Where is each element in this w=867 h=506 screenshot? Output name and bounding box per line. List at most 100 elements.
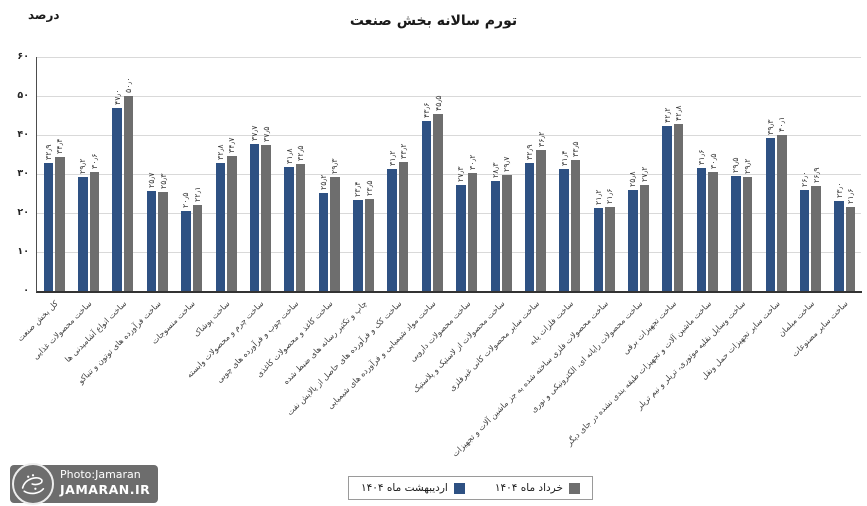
y-tick-label: ۳۰ [17, 168, 29, 179]
bar-series2-cat23 [811, 186, 821, 291]
bar-value-label: ۲۵٫۷ [147, 172, 157, 188]
bar-value-label: ۳۰٫۵ [708, 153, 718, 170]
bar-value-label: ۳۰٫۲ [467, 154, 477, 171]
bar-value-label: ۳۱٫۸ [284, 148, 294, 164]
bar-series1-cat21 [731, 175, 741, 291]
bar-series2-cat1 [55, 156, 65, 291]
y-tick-label: ۲۰ [17, 207, 29, 218]
bar-series1-cat6 [215, 163, 226, 291]
bar-series1-cat5 [181, 211, 191, 291]
bar-value-label: ۳۰٫۶ [89, 153, 99, 169]
bar-value-label: ۲۵٫۳ [158, 173, 168, 190]
bar-value-label: ۴۷٫۰ [112, 89, 122, 105]
bar-series2-cat9 [330, 176, 340, 291]
legend-marker-icon [453, 482, 465, 494]
bar-series1-cat24 [834, 201, 844, 291]
gridline [36, 252, 861, 253]
bar-series2-cat24 [845, 206, 856, 291]
bar-series2-cat11 [398, 161, 409, 291]
bar-series2-cat21 [742, 177, 753, 291]
bar-series1-cat1 [43, 162, 54, 291]
legend-label: اردیبهشت ماه ۱۴۰۴ [361, 482, 448, 494]
bar-value-label: ۲۳٫۴ [353, 181, 363, 197]
bar-series1-cat19 [662, 126, 672, 291]
bar-value-label: ۲۵٫۸ [628, 171, 638, 188]
gridline [36, 96, 861, 97]
y-tick-label: ۴۰ [17, 129, 29, 140]
bar-series2-cat22 [777, 134, 787, 291]
bar-value-label: ۴۲٫۸ [674, 105, 684, 122]
bar-value-label: ۳۳٫۲ [399, 143, 409, 159]
bar-series1-cat20 [696, 167, 707, 291]
gridline [36, 213, 861, 214]
gridline [36, 174, 861, 175]
bar-value-label: ۴۲٫۲ [662, 107, 672, 124]
bar-value-label: ۲۸٫۳ [490, 162, 500, 178]
bar-series2-cat10 [364, 199, 375, 291]
bar-value-label: ۳۶٫۲ [536, 131, 546, 147]
legend: اردیبهشت ماه ۱۴۰۴ خرداد ماه ۱۴۰۴ [348, 476, 593, 500]
x-category-label: ساخت محصولات فلزی ساخته شده به جز ماشین … [449, 299, 610, 459]
bar-value-label: ۲۱٫۶ [605, 188, 615, 204]
x-category-label: ساخت محصولات دارویی [407, 299, 473, 364]
bar-value-label: ۲۷٫۳ [456, 166, 466, 182]
bar-value-label: ۲۹٫۲ [742, 158, 752, 175]
bar-value-label: ۳۹٫۳ [765, 119, 775, 135]
bar-series1-cat12 [421, 120, 432, 291]
bar-series1-cat16 [559, 168, 569, 291]
bar-series2-cat7 [261, 144, 271, 291]
gridline [36, 135, 861, 136]
bar-value-label: ۳۷٫۵ [261, 126, 271, 142]
y-axis-title: درصد [28, 8, 60, 22]
chart-title: تورم سالانه بخش صنعت [349, 13, 518, 29]
bar-series2-cat12 [433, 113, 443, 291]
bar-series1-cat2 [78, 177, 88, 291]
bar-series2-cat18 [639, 184, 650, 291]
plot-area: ۳۲٫۹ ۳۴٫۴ ۲۹٫۲ ۳۰٫۶ ۴۷٫۰ ۵۰٫۰ ۲۵٫۷ ۲۵٫۳ ۲۰٫۵ ۲۲٫۱… [36, 57, 862, 293]
y-tick-label: ۵۰ [17, 90, 29, 101]
legend-marker-icon [568, 482, 580, 494]
gridline [36, 57, 861, 58]
bar-value-label: ۲۳٫۵ [364, 180, 374, 197]
bar-series2-cat20 [708, 172, 718, 291]
bar-value-label: ۳۴٫۷ [227, 137, 237, 153]
bar-value-label: ۲۷٫۲ [639, 166, 649, 182]
bar-value-label: ۲۹٫۵ [731, 157, 741, 173]
y-tick-label: ۰ [23, 285, 29, 296]
y-tick-label: ۶۰ [17, 51, 29, 62]
bar-series1-cat17 [593, 208, 604, 291]
legend-entry-series1: اردیبهشت ماه ۱۴۰۴ [361, 482, 465, 494]
bar-value-label: ۳۲٫۸ [215, 144, 225, 161]
bar-series1-cat3 [112, 107, 122, 291]
bar-series1-cat23 [799, 189, 810, 291]
bar-series1-cat8 [284, 166, 294, 291]
bar-series2-cat13 [467, 173, 478, 291]
x-category-label: ساخت انواع آشامیدنی ها [63, 299, 129, 365]
x-axis-category-labels: کل بخش صنعت ساخت محصولات غذایی ساخت انواع … [0, 293, 867, 471]
bar-value-label: ۲۹٫۷ [502, 156, 512, 173]
bar-value-label: ۲۳٫۰ [834, 182, 844, 199]
bar-value-label: ۳۱٫۴ [559, 150, 569, 166]
bar-series2-cat15 [536, 149, 546, 291]
bar-value-label: ۳۳٫۵ [571, 141, 581, 158]
bar-series1-cat13 [456, 184, 466, 291]
bar-value-label: ۲۰٫۵ [181, 192, 191, 209]
bar-series2-cat8 [295, 164, 306, 291]
bar-value-label: ۳۱٫۶ [697, 149, 707, 165]
bar-series1-cat10 [353, 199, 363, 291]
watermark-line1: Photo:Jamaran [60, 468, 141, 481]
bar-series2-cat19 [673, 124, 684, 291]
bar-value-label: ۲۲٫۱ [192, 186, 202, 202]
bar-value-label: ۳۱٫۲ [387, 150, 397, 167]
bar-value-label: ۴۰٫۱ [777, 116, 787, 132]
bar-value-label: ۲۱٫۶ [846, 188, 856, 204]
bar-value-label: ۲۹٫۳ [330, 158, 340, 174]
bar-value-label: ۳۴٫۴ [55, 138, 65, 154]
watermark: Photo:Jamaran JAMARAN.IR [6, 463, 176, 505]
bar-value-label: ۳۲٫۹ [43, 144, 53, 160]
bar-series2-cat16 [570, 160, 581, 291]
bar-series1-cat15 [524, 162, 535, 291]
bar-value-label: ۴۳٫۶ [422, 102, 432, 118]
bar-series1-cat22 [765, 137, 776, 291]
bar-series1-cat11 [387, 169, 397, 291]
